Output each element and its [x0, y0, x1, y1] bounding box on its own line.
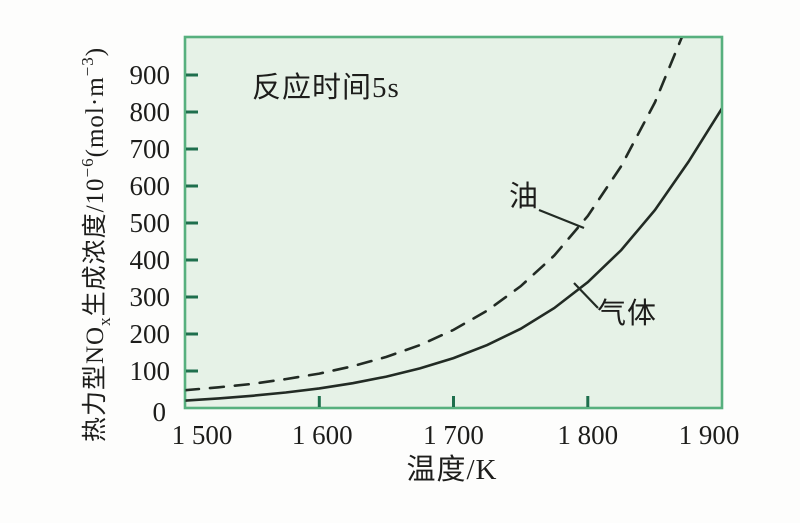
gas-curve: [185, 107, 721, 402]
y-tick-label: 500: [130, 208, 171, 238]
y-axis-title-segment: 生成浓度/10: [81, 177, 109, 316]
y-tick-label: 900: [130, 60, 171, 90]
plot-area: [183, 35, 724, 410]
y-tick-label: 100: [130, 356, 171, 386]
x-axis-title: 温度/K: [406, 453, 497, 486]
y-axis-title-segment: (mol·m: [82, 76, 109, 157]
x-tick-label: 1 900: [679, 420, 740, 450]
y-tick-label: 200: [130, 319, 171, 349]
y-tick-label: 800: [130, 97, 171, 127]
y-tick-label: 700: [130, 134, 171, 164]
y-axis-title-segment: 热力型NO: [81, 326, 109, 442]
y-tick-label: 600: [130, 171, 171, 201]
y-tick-label: 0: [153, 397, 167, 427]
x-tick-label: 1 600: [292, 420, 353, 450]
gas-leader-line: [573, 282, 599, 309]
y-axis-title-segment: ): [82, 47, 109, 56]
oil-curve: [185, 38, 683, 392]
gas-curve-label: 气体: [597, 297, 657, 330]
y-axis-title-subscript-x: x: [95, 316, 114, 326]
x-tick-label: 1 700: [423, 420, 484, 450]
y-tick-label: 300: [130, 282, 171, 312]
y-axis-title: 热力型NOx生成浓度/10−6(mol·m−3): [78, 47, 114, 442]
y-axis-title-superscript: −6: [78, 157, 97, 177]
y-tick-label: 400: [130, 245, 171, 275]
curves-layer: [185, 38, 721, 402]
oil-leader-line: [538, 208, 585, 230]
x-tick-label: 1 800: [557, 420, 618, 450]
annotation-reaction-time: 反应时间5s: [252, 71, 400, 104]
axis-ticks-layer: 0 100 200 300 400 500 600 700 800 900 1 500 1 600 1 …: [130, 60, 740, 450]
x-tick-label: 1 500: [172, 420, 233, 450]
oil-curve-label: 油: [509, 180, 539, 213]
y-axis-title-superscript: −3: [78, 56, 97, 76]
